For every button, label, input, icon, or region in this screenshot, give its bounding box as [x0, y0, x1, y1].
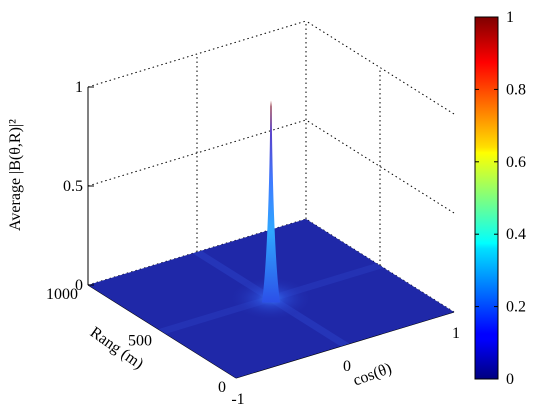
- peak-spike-shape: [262, 100, 280, 303]
- colorbar-gradient: [474, 16, 499, 380]
- grid-line: [305, 20, 455, 115]
- y-tick-label: 0: [218, 379, 226, 396]
- colorbar-tick-label: 1: [506, 9, 514, 26]
- x-tick-label: -1: [231, 391, 244, 408]
- x-axis-label: cos(θ): [351, 360, 394, 390]
- z-tick-label: 0: [75, 277, 83, 294]
- z-axis-label: Average |B(θ,R)|²: [7, 119, 24, 231]
- x-tick-label: 0: [343, 358, 351, 375]
- colorbar-tick-label: 0.4: [506, 226, 526, 243]
- y-tick-label: 1000: [46, 286, 78, 303]
- y-tick-label: 500: [128, 333, 152, 350]
- axis-ticks: 0 0.5 1 0 500 1000 -1 0 1: [46, 79, 460, 408]
- colorbar-tick-label: 0.2: [506, 299, 526, 316]
- z-tick-label: 1: [75, 79, 83, 96]
- grid-line: [87, 20, 307, 88]
- colorbar-tick-label: 0: [506, 371, 514, 388]
- colorbar-tick-label: 0.6: [506, 154, 526, 171]
- z-tick-label: 0.5: [63, 178, 83, 195]
- colorbar-tick-label: 0.8: [506, 81, 526, 98]
- colorbar: 0 0.2 0.4 0.6 0.8 1: [474, 9, 526, 388]
- peak-spike: [262, 100, 280, 303]
- x-tick-label: 1: [452, 325, 460, 342]
